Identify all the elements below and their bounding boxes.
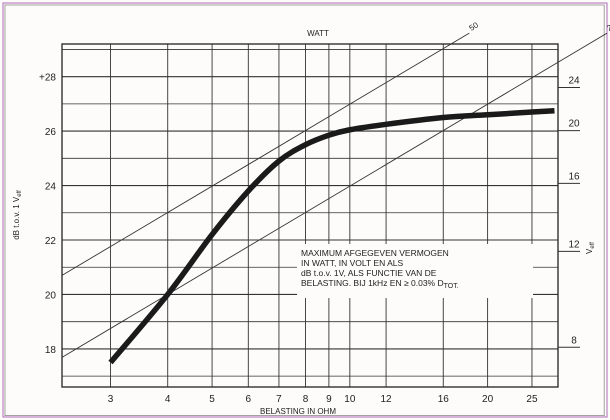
y-axis-label-main: dB t.o.v. 1 V — [12, 196, 21, 240]
x-tick-label: 9 — [326, 394, 332, 405]
plot-frame — [61, 43, 559, 388]
right-axis-labels: 8 12 16 20 24 — [558, 76, 580, 348]
right-axis-label: 12 — [568, 239, 580, 250]
annotation-line-3: dB t.o.v. 1V, ALS FUNCTIE VAN DE — [301, 268, 437, 278]
x-tick-label: 25 — [526, 394, 538, 405]
right-axis-label: 8 — [571, 335, 577, 346]
y-tick-label: +28 — [39, 73, 56, 84]
y-tick-label: 20 — [45, 290, 57, 301]
annotation-line-4-main: BELASTING. BIJ 1kHz EN ≥ 0.03% D — [301, 278, 444, 288]
x-tick-label: 3 — [108, 394, 114, 405]
x-axis-label: BELASTING IN OHM — [260, 407, 336, 416]
watt-line-label-25: 25 — [605, 20, 610, 33]
x-tick-label: 6 — [246, 394, 252, 405]
grid — [61, 43, 559, 388]
right-axis-label: 20 — [568, 119, 580, 130]
y-tick-labels: 18 20 22 24 26 +28 — [39, 73, 56, 356]
annotation-line-1: MAXIMUM AFGEGEVEN VERMOGEN — [301, 248, 449, 258]
annotation-line-4: BELASTING. BIJ 1kHz EN ≥ 0.03% DTOT. — [301, 278, 459, 290]
x-tick-labels: 3 4 5 6 7 8 9 10 12 16 20 25 — [108, 394, 538, 405]
watt-line-label-50: 50 — [468, 20, 481, 33]
watt-lines: 50 25 — [61, 20, 610, 358]
x-tick-label: 8 — [303, 394, 309, 405]
x-tick-label: 16 — [438, 394, 450, 405]
x-tick-label: 4 — [165, 394, 171, 405]
y-axis-label-sub: eff — [17, 190, 23, 197]
y-tick-label: 18 — [45, 345, 57, 356]
series-line — [108, 107, 555, 365]
y-tick-label: 24 — [45, 182, 57, 193]
curve-layer — [108, 107, 555, 365]
y-tick-label: 26 — [45, 127, 57, 138]
y-axis-label: dB t.o.v. 1 Veff — [12, 190, 23, 240]
right-axis-label: 24 — [568, 76, 580, 87]
right-axis-label-sub: eff — [590, 242, 596, 249]
x-tick-label: 20 — [482, 394, 494, 405]
inner-border — [4, 4, 605, 416]
chart-title: WATT — [307, 29, 329, 38]
x-tick-label: 7 — [276, 394, 282, 405]
x-tick-label: 5 — [209, 394, 215, 405]
annotation-bg — [297, 244, 533, 298]
right-axis-label: Veff — [585, 242, 596, 254]
y-tick-label: 22 — [45, 236, 57, 247]
x-tick-label: 12 — [381, 394, 393, 405]
annotation-line-4-sub: TOT. — [444, 283, 459, 290]
annotation: MAXIMUM AFGEGEVEN VERMOGEN IN WATT, IN V… — [297, 244, 533, 298]
watt-line-50 — [61, 32, 470, 276]
right-axis-label: 16 — [568, 171, 580, 182]
watt-line-25 — [61, 32, 608, 358]
right-axis-label-main: V — [585, 248, 594, 254]
annotation-line-2: IN WATT, IN VOLT EN ALS — [301, 258, 404, 268]
x-tick-label: 10 — [344, 394, 356, 405]
